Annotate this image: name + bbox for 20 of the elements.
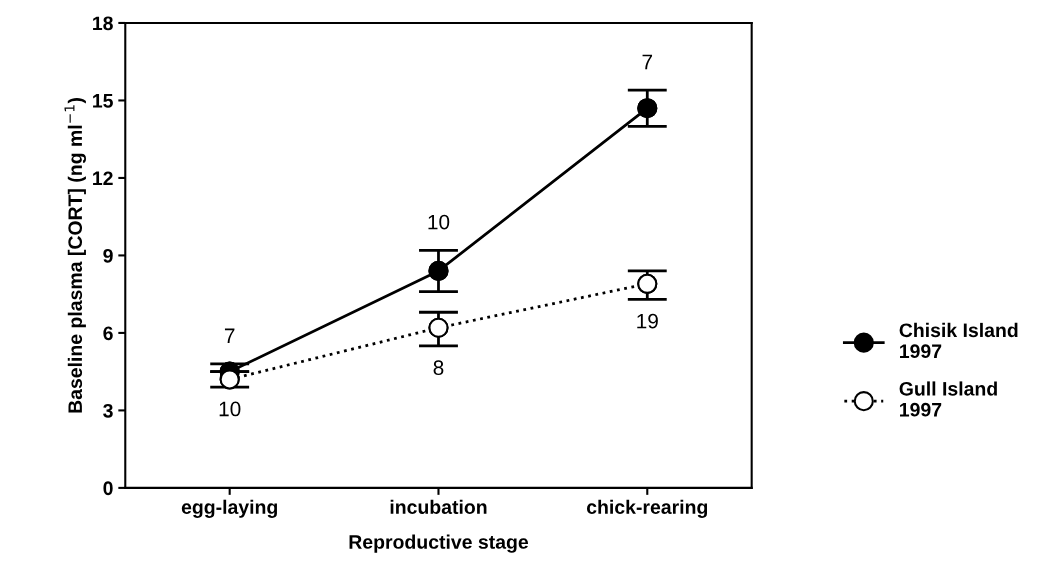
legend-label: Chisik Island 1997 (899, 322, 1018, 359)
y-axis-title: Baseline plasma [CORT] (ng ml$^{−1}$) (64, 98, 86, 413)
annotation: 10 (428, 214, 450, 230)
annotation: 19 (637, 313, 658, 329)
legend-label: Gull Island 1997 (899, 381, 997, 417)
annotation: 10 (219, 401, 241, 417)
y-tick-label: 12 (93, 171, 113, 185)
x-tick-label: egg-laying (181, 499, 277, 518)
x-axis-title: Reproductive stage (349, 534, 529, 553)
annotation: 8 (433, 360, 444, 376)
y-tick-label: 18 (93, 16, 113, 31)
y-tick-label: 3 (103, 403, 113, 418)
x-tick-label: incubation (390, 499, 487, 514)
y-tick-label: 9 (103, 248, 113, 263)
x-tick-label: chick-rearing (586, 499, 708, 518)
y-tick-label: 0 (103, 481, 113, 496)
annotation: 7 (224, 328, 235, 343)
annotation: 7 (642, 54, 653, 70)
y-tick-label: 6 (103, 326, 113, 341)
y-tick-label: 15 (93, 94, 113, 108)
